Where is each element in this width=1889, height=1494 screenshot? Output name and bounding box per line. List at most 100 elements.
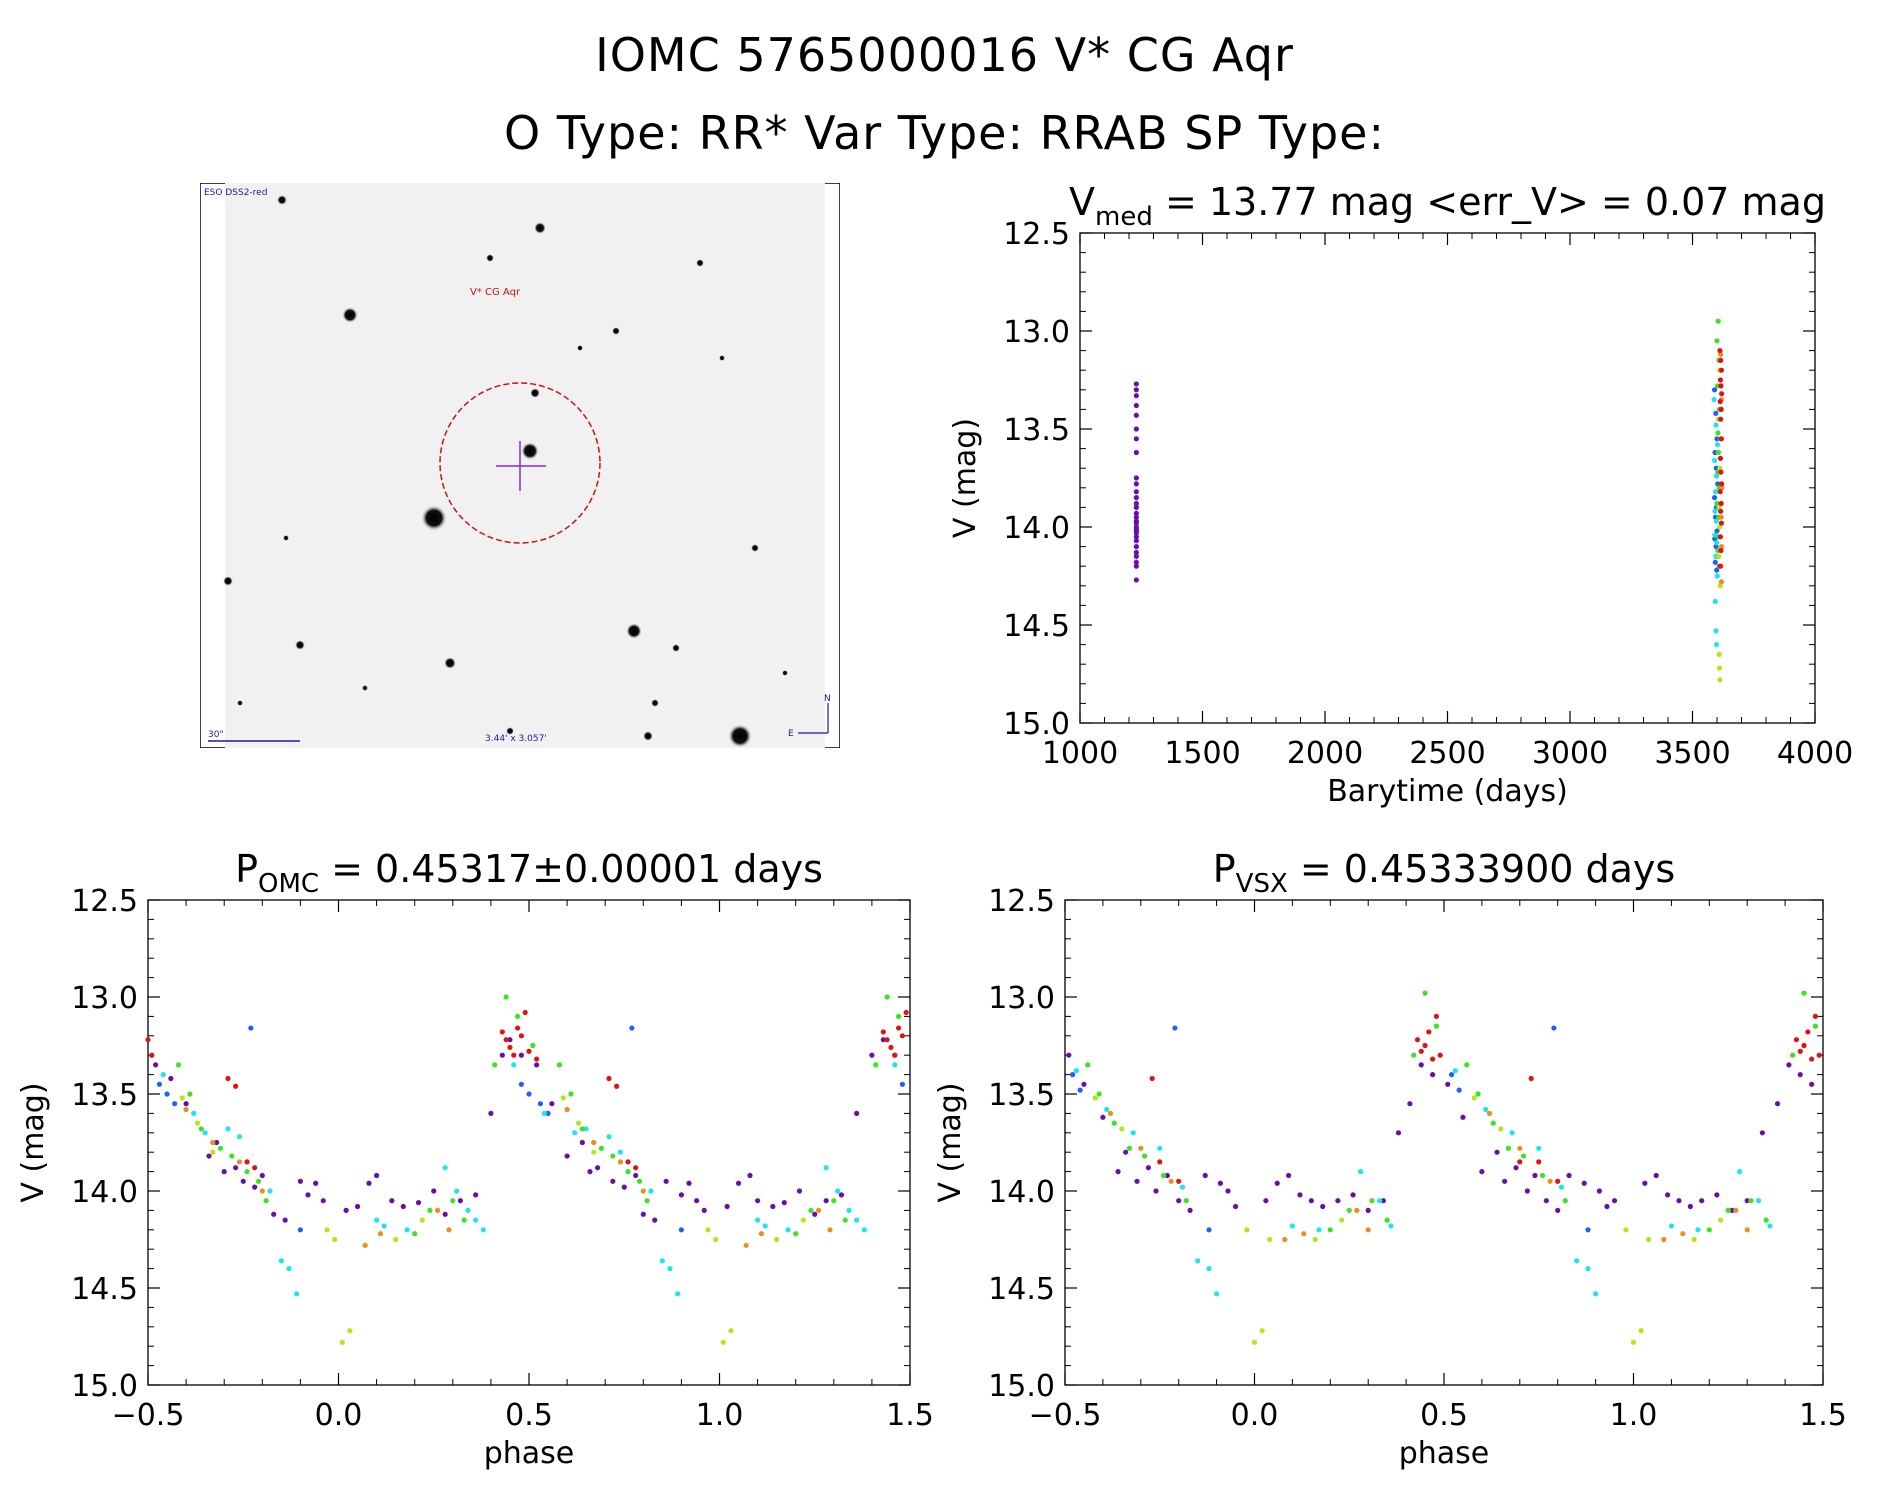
data-point xyxy=(1195,1258,1201,1264)
data-point xyxy=(678,1227,685,1233)
x-axis-label: phase xyxy=(1399,1436,1490,1471)
data-point xyxy=(1133,475,1139,481)
data-point xyxy=(1547,1178,1553,1184)
data-point xyxy=(465,1207,471,1213)
data-point xyxy=(705,1227,711,1233)
y-tick-label: 15.0 xyxy=(1003,707,1070,742)
data-point xyxy=(1706,1227,1712,1233)
data-point xyxy=(1308,1198,1314,1204)
data-point xyxy=(1714,540,1720,546)
data-point xyxy=(1801,990,1807,996)
data-point xyxy=(1717,489,1723,495)
data-point xyxy=(1717,398,1723,405)
data-point xyxy=(1133,495,1139,501)
data-point xyxy=(644,1198,650,1204)
data-point xyxy=(1676,1198,1682,1204)
data-point xyxy=(1714,383,1721,389)
data-point xyxy=(880,1029,886,1035)
data-point xyxy=(640,1188,646,1194)
data-point xyxy=(1133,563,1139,569)
data-point xyxy=(1486,1110,1493,1116)
data-point xyxy=(1713,504,1720,510)
data-point xyxy=(1153,1188,1159,1194)
data-point xyxy=(610,1178,616,1184)
data-point xyxy=(160,1072,166,1078)
data-point xyxy=(1133,500,1139,507)
data-point xyxy=(202,1130,208,1136)
x-tick-label: 0.0 xyxy=(315,1398,363,1433)
data-point xyxy=(1176,1198,1182,1204)
data-point xyxy=(674,1291,681,1297)
data-point xyxy=(172,1101,178,1107)
data-point xyxy=(1715,481,1721,487)
data-point xyxy=(1297,1192,1303,1198)
data-point xyxy=(1716,367,1723,373)
data-point xyxy=(534,1056,540,1062)
data-point xyxy=(233,1083,239,1089)
data-point xyxy=(598,1145,604,1151)
data-point xyxy=(518,1052,524,1058)
data-point xyxy=(206,1153,212,1159)
data-point xyxy=(1713,473,1720,479)
data-point xyxy=(827,1227,833,1233)
data-point xyxy=(1646,1236,1652,1243)
data-point xyxy=(347,1328,353,1334)
data-point xyxy=(545,1110,551,1116)
data-point xyxy=(1430,1072,1436,1078)
data-point xyxy=(1430,1056,1436,1062)
data-point xyxy=(854,1217,860,1223)
data-point xyxy=(1714,442,1721,448)
data-point xyxy=(633,1165,639,1171)
data-point xyxy=(861,1227,867,1233)
data-point xyxy=(400,1203,406,1210)
chart-phase_omc: POMC = 0.45317±0.00001 days −0.5 0.0 0.5 1.0… xyxy=(16,847,934,1471)
x-tick-label: 3000 xyxy=(1532,736,1608,771)
data-point xyxy=(320,1198,326,1204)
data-point xyxy=(1611,1198,1618,1204)
data-point xyxy=(252,1184,258,1190)
sky-star xyxy=(612,327,620,335)
data-point xyxy=(1179,1184,1186,1190)
dss-finder-image: ESO DSS2-red V* CG Aqr 30" 3.44' x 3.057… xyxy=(200,183,840,748)
y-axis-label: V (mag) xyxy=(933,1082,968,1202)
data-point xyxy=(1157,1159,1163,1165)
data-point xyxy=(1717,455,1724,461)
data-point xyxy=(1301,1231,1307,1237)
data-point xyxy=(1715,416,1722,422)
data-point xyxy=(1536,1145,1542,1151)
data-point xyxy=(636,1178,643,1184)
data-point xyxy=(1168,1178,1174,1184)
data-point xyxy=(1661,1236,1667,1243)
data-point xyxy=(1809,1081,1815,1087)
data-point xyxy=(1133,393,1139,399)
data-point xyxy=(1289,1223,1295,1229)
data-point xyxy=(1604,1203,1610,1210)
data-point xyxy=(1558,1184,1565,1190)
data-point xyxy=(1744,1227,1750,1233)
data-point xyxy=(1812,1013,1819,1020)
data-point xyxy=(842,1217,848,1223)
data-point xyxy=(606,1075,612,1082)
data-point xyxy=(1717,465,1723,471)
data-point xyxy=(1630,1339,1637,1345)
data-point xyxy=(1714,500,1720,507)
plot-title: Vmed = 13.77 mag <err_V> = 0.07 mag xyxy=(1069,180,1826,232)
data-point xyxy=(1073,1068,1079,1074)
data-point xyxy=(587,1169,593,1175)
data-point xyxy=(1395,1130,1402,1136)
data-point xyxy=(537,1101,544,1107)
data-point xyxy=(1414,1037,1421,1043)
data-point xyxy=(1711,397,1717,403)
data-point xyxy=(617,1149,624,1155)
data-point xyxy=(1717,524,1723,530)
data-point xyxy=(248,1025,254,1031)
sky-star xyxy=(237,700,243,706)
data-point xyxy=(895,1013,902,1020)
data-point xyxy=(1422,990,1428,996)
data-point xyxy=(1407,1101,1413,1107)
data-point xyxy=(179,1095,185,1101)
data-point xyxy=(164,1091,170,1097)
data-point xyxy=(1081,1081,1087,1087)
data-point xyxy=(1452,1068,1458,1074)
